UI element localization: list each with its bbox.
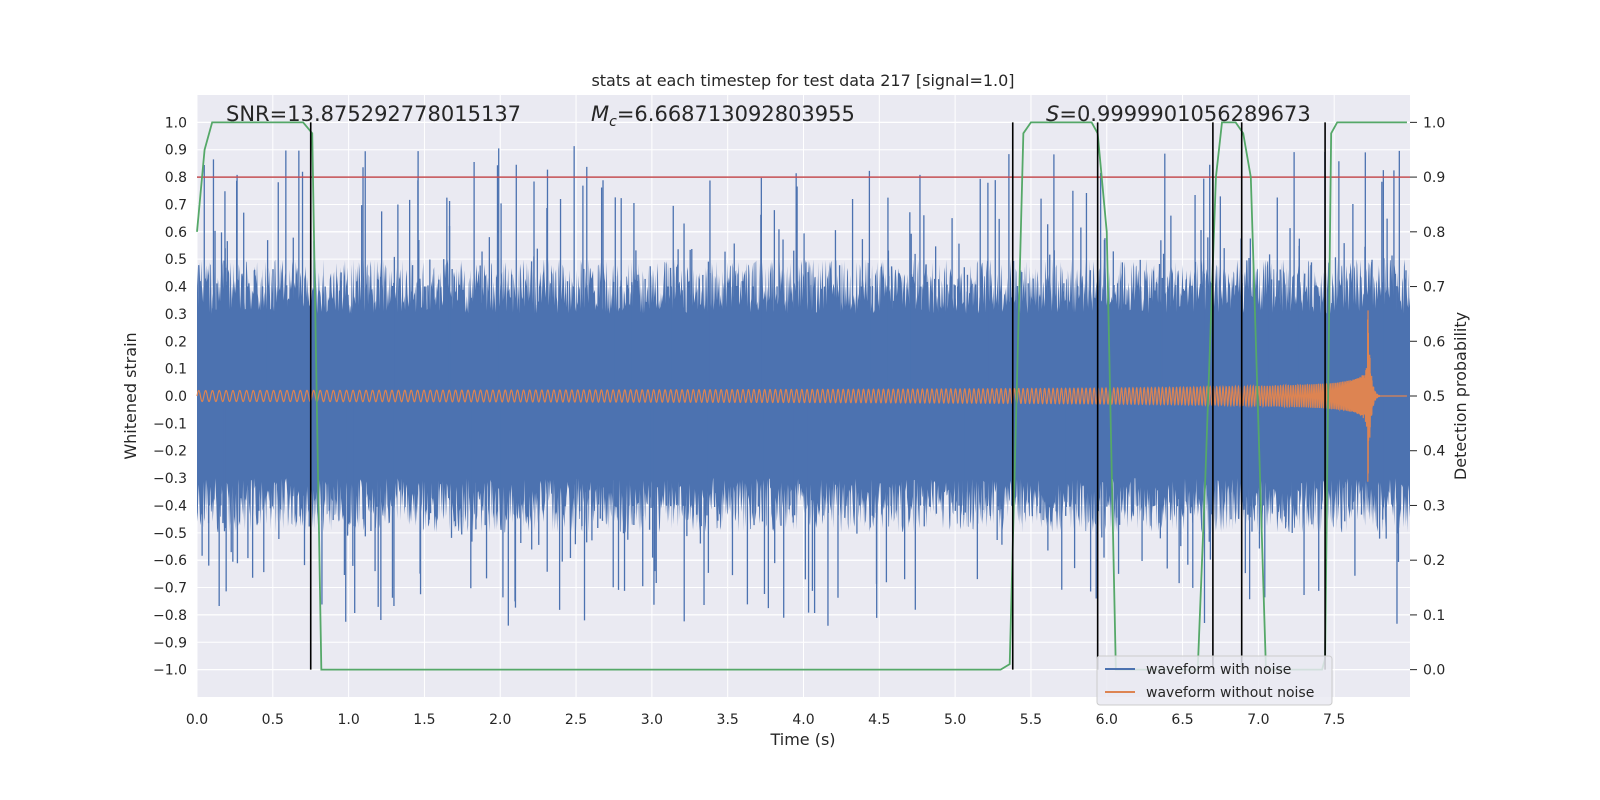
y-axis-label: Whitened strain xyxy=(121,332,140,459)
x-tick-label: 4.5 xyxy=(868,712,890,728)
y-tick-label: −1.0 xyxy=(153,663,187,679)
chirp-mass-subscript: c xyxy=(609,114,617,130)
x-tick-label: 1.0 xyxy=(337,712,359,728)
y2-tick-label: 0.9 xyxy=(1423,170,1445,186)
chirp-mass-value: =6.668713092803955 xyxy=(617,102,855,126)
x-tick-label: 5.5 xyxy=(1020,712,1042,728)
y-tick-label: 0.4 xyxy=(165,280,187,296)
y-tick-label: 0.2 xyxy=(165,334,187,350)
legend: waveform with noise waveform without noi… xyxy=(1096,655,1333,706)
y2-tick-label: 0.7 xyxy=(1423,280,1445,296)
signal-waveform-line xyxy=(196,310,1407,482)
score-value: =0.9999901056289673 xyxy=(1059,102,1310,126)
event-markers xyxy=(309,122,1326,670)
x-tick-label: 7.5 xyxy=(1323,712,1345,728)
y2-tick-label: 0.0 xyxy=(1423,663,1445,679)
y-tick-label: −0.4 xyxy=(153,498,187,514)
x-tick-label: 6.5 xyxy=(1171,712,1193,728)
x-tick-label: 6.0 xyxy=(1096,712,1118,728)
x-tick-label: 3.5 xyxy=(717,712,739,728)
legend-label-noise: waveform with noise xyxy=(1146,662,1291,678)
y2-tick-label: 0.3 xyxy=(1423,498,1445,514)
snr-annotation: SNR=13.875292778015137 xyxy=(226,102,521,126)
x-tick-label: 7.0 xyxy=(1247,712,1269,728)
y2-tick-label: 0.5 xyxy=(1423,389,1445,405)
y-tick-label: 0.1 xyxy=(165,362,187,378)
chart-title: stats at each timestep for test data 217… xyxy=(591,71,1014,90)
y2-tick-label: 0.8 xyxy=(1423,225,1445,241)
y-tick-label: 0.3 xyxy=(165,307,187,323)
y-tick-label: −0.3 xyxy=(153,471,187,487)
x-tick-label: 0.0 xyxy=(186,712,208,728)
y-tick-label: 0.7 xyxy=(165,197,187,213)
y-tick-label: 0.9 xyxy=(165,143,187,159)
chirp-mass-annotation: Mc=6.668713092803955 xyxy=(591,102,855,130)
y2-tick-label: 0.2 xyxy=(1423,553,1445,569)
x-tick-label: 5.0 xyxy=(944,712,966,728)
y-tick-label: −0.8 xyxy=(153,608,187,624)
x-tick-label: 4.0 xyxy=(792,712,814,728)
series-layer xyxy=(196,121,1410,671)
x-axis-label: Time (s) xyxy=(769,730,835,749)
y-tick-label: 0.0 xyxy=(165,389,187,405)
y-tick-label: 1.0 xyxy=(165,115,187,131)
y2-tick-label: 1.0 xyxy=(1423,115,1445,131)
y2-tick-label: 0.1 xyxy=(1423,608,1445,624)
y-tick-label: −0.7 xyxy=(153,581,187,597)
y-tick-label: 0.8 xyxy=(165,170,187,186)
x-tick-label: 2.0 xyxy=(489,712,511,728)
y2-tick-label: 0.6 xyxy=(1423,334,1445,350)
y-tick-label: 0.6 xyxy=(165,225,187,241)
x-tick-label: 1.5 xyxy=(413,712,435,728)
legend-box xyxy=(1096,655,1333,706)
y2-tick-label: 0.4 xyxy=(1423,444,1445,460)
x-tick-label: 0.5 xyxy=(262,712,284,728)
y-tick-label: −0.5 xyxy=(153,526,187,542)
score-symbol: S xyxy=(1046,102,1059,126)
x-tick-label: 2.5 xyxy=(565,712,587,728)
chirp-mass-symbol: M xyxy=(591,102,609,126)
y-tick-label: 0.5 xyxy=(165,252,187,268)
legend-label-signal: waveform without noise xyxy=(1146,685,1314,701)
y2-axis-label: Detection probability xyxy=(1451,312,1470,480)
y-tick-label: −0.9 xyxy=(153,635,187,651)
axes: 0.0 0.5 1.0 1.5 2.0 2.5 3.0 3.5 4.0 4.5 5.0 5.5 6.0 6… xyxy=(153,115,1445,728)
y-tick-label: −0.2 xyxy=(153,444,187,460)
y-tick-label: −0.6 xyxy=(153,553,187,569)
score-annotation: S=0.9999901056289673 xyxy=(1046,102,1311,126)
x-tick-label: 3.0 xyxy=(641,712,663,728)
noise-spikes xyxy=(198,146,1407,626)
y-tick-label: −0.1 xyxy=(153,416,187,432)
